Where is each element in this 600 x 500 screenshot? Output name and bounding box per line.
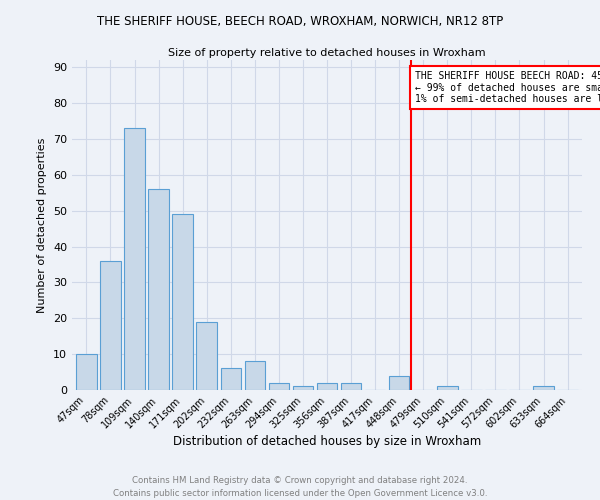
Bar xyxy=(196,322,217,390)
Bar xyxy=(341,383,361,390)
Bar xyxy=(437,386,458,390)
Bar xyxy=(293,386,313,390)
X-axis label: Distribution of detached houses by size in Wroxham: Distribution of detached houses by size … xyxy=(173,436,481,448)
Title: Size of property relative to detached houses in Wroxham: Size of property relative to detached ho… xyxy=(168,48,486,58)
Bar xyxy=(76,354,97,390)
Bar xyxy=(245,362,265,390)
Text: Contains HM Land Registry data © Crown copyright and database right 2024.
Contai: Contains HM Land Registry data © Crown c… xyxy=(113,476,487,498)
Y-axis label: Number of detached properties: Number of detached properties xyxy=(37,138,47,312)
Text: THE SHERIFF HOUSE, BEECH ROAD, WROXHAM, NORWICH, NR12 8TP: THE SHERIFF HOUSE, BEECH ROAD, WROXHAM, … xyxy=(97,15,503,28)
Bar xyxy=(221,368,241,390)
Bar xyxy=(317,383,337,390)
Bar xyxy=(172,214,193,390)
Text: THE SHERIFF HOUSE BEECH ROAD: 451sqm
← 99% of detached houses are smaller (266)
: THE SHERIFF HOUSE BEECH ROAD: 451sqm ← 9… xyxy=(415,71,600,104)
Bar xyxy=(100,261,121,390)
Bar xyxy=(269,383,289,390)
Bar xyxy=(389,376,409,390)
Bar xyxy=(124,128,145,390)
Bar xyxy=(533,386,554,390)
Bar xyxy=(148,189,169,390)
